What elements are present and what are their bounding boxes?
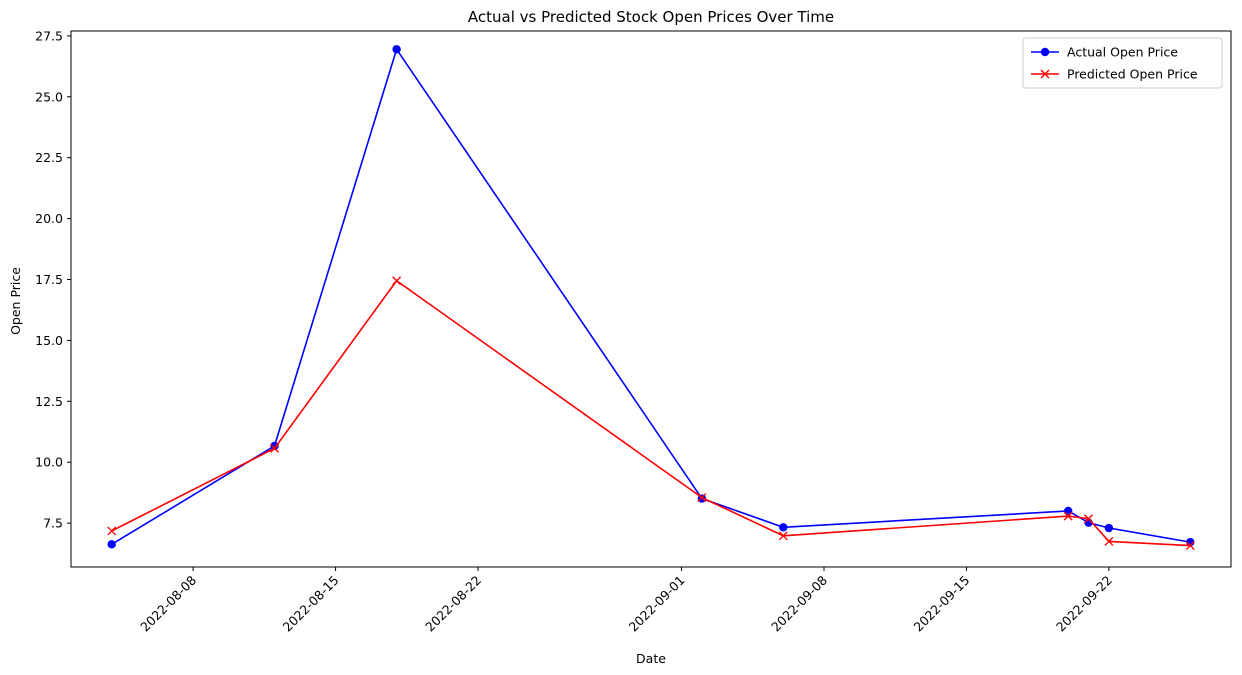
axes-frame xyxy=(70,30,1232,568)
x-tick-label: 2022-08-08 xyxy=(137,572,199,634)
data-point xyxy=(107,526,117,536)
marker-stroke xyxy=(778,531,788,541)
legend-marker-1 xyxy=(1040,47,1050,57)
series-line-2 xyxy=(111,279,1191,547)
data-point xyxy=(1185,541,1195,551)
data-point xyxy=(697,493,707,503)
data-point xyxy=(392,45,401,54)
marker-stroke xyxy=(392,276,402,286)
x-axis-label: Date xyxy=(636,651,666,666)
marker-stroke xyxy=(1040,69,1050,79)
marker-stroke xyxy=(697,493,707,503)
data-point xyxy=(270,441,279,451)
x-tick-label: 2022-09-08 xyxy=(768,572,830,634)
data-point xyxy=(107,540,116,549)
y-tick-label: 20.0 xyxy=(35,211,63,226)
y-tick-label: 7.5 xyxy=(43,516,63,531)
plot-area: 7.5 10.0 12.5 15.0 17.5 20.0 22.5 25.0 27.5 2022-… xyxy=(35,28,1232,635)
legend-label-1: Actual Open Price xyxy=(1067,45,1178,60)
x-tick-label: 2022-09-15 xyxy=(911,573,973,635)
data-point xyxy=(1104,536,1114,546)
data-point xyxy=(1104,523,1114,533)
marker-stroke xyxy=(1063,511,1073,521)
data-point xyxy=(270,443,280,453)
y-tick-label: 15.0 xyxy=(35,333,63,348)
chart-title: Actual vs Predicted Stock Open Prices Ov… xyxy=(468,8,834,26)
y-tick-label: 17.5 xyxy=(35,272,63,287)
marker-stroke xyxy=(1084,514,1094,524)
data-point xyxy=(779,523,788,532)
x-tick-label: 2022-08-22 xyxy=(422,573,484,635)
legend-label-2: Predicted Open Price xyxy=(1067,67,1198,82)
x-tick-label: 2022-08-15 xyxy=(280,573,342,635)
y-tick-label: 10.0 xyxy=(35,455,63,470)
marker-stroke xyxy=(270,443,280,453)
y-tick-label: 12.5 xyxy=(35,394,63,409)
marker-stroke xyxy=(1185,541,1195,551)
x-tick-label: 2022-09-01 xyxy=(626,573,688,635)
data-point xyxy=(778,531,788,541)
series-line-1 xyxy=(111,47,1191,546)
marker-stroke xyxy=(107,526,117,536)
legend: Actual Open Price Predicted Open Price xyxy=(1022,37,1223,89)
y-tick-label: 22.5 xyxy=(35,150,63,165)
y-tick-label: 25.0 xyxy=(35,89,63,104)
data-point xyxy=(1063,511,1073,521)
data-point xyxy=(1084,514,1094,524)
x-tick-label: 2022-09-22 xyxy=(1053,573,1115,635)
y-axis-label: Open Price xyxy=(8,267,23,335)
legend-frame xyxy=(1022,37,1223,89)
legend-marker-2 xyxy=(1040,69,1050,79)
marker-stroke xyxy=(1104,536,1114,546)
y-tick-label: 27.5 xyxy=(35,28,63,43)
data-point xyxy=(392,276,402,286)
